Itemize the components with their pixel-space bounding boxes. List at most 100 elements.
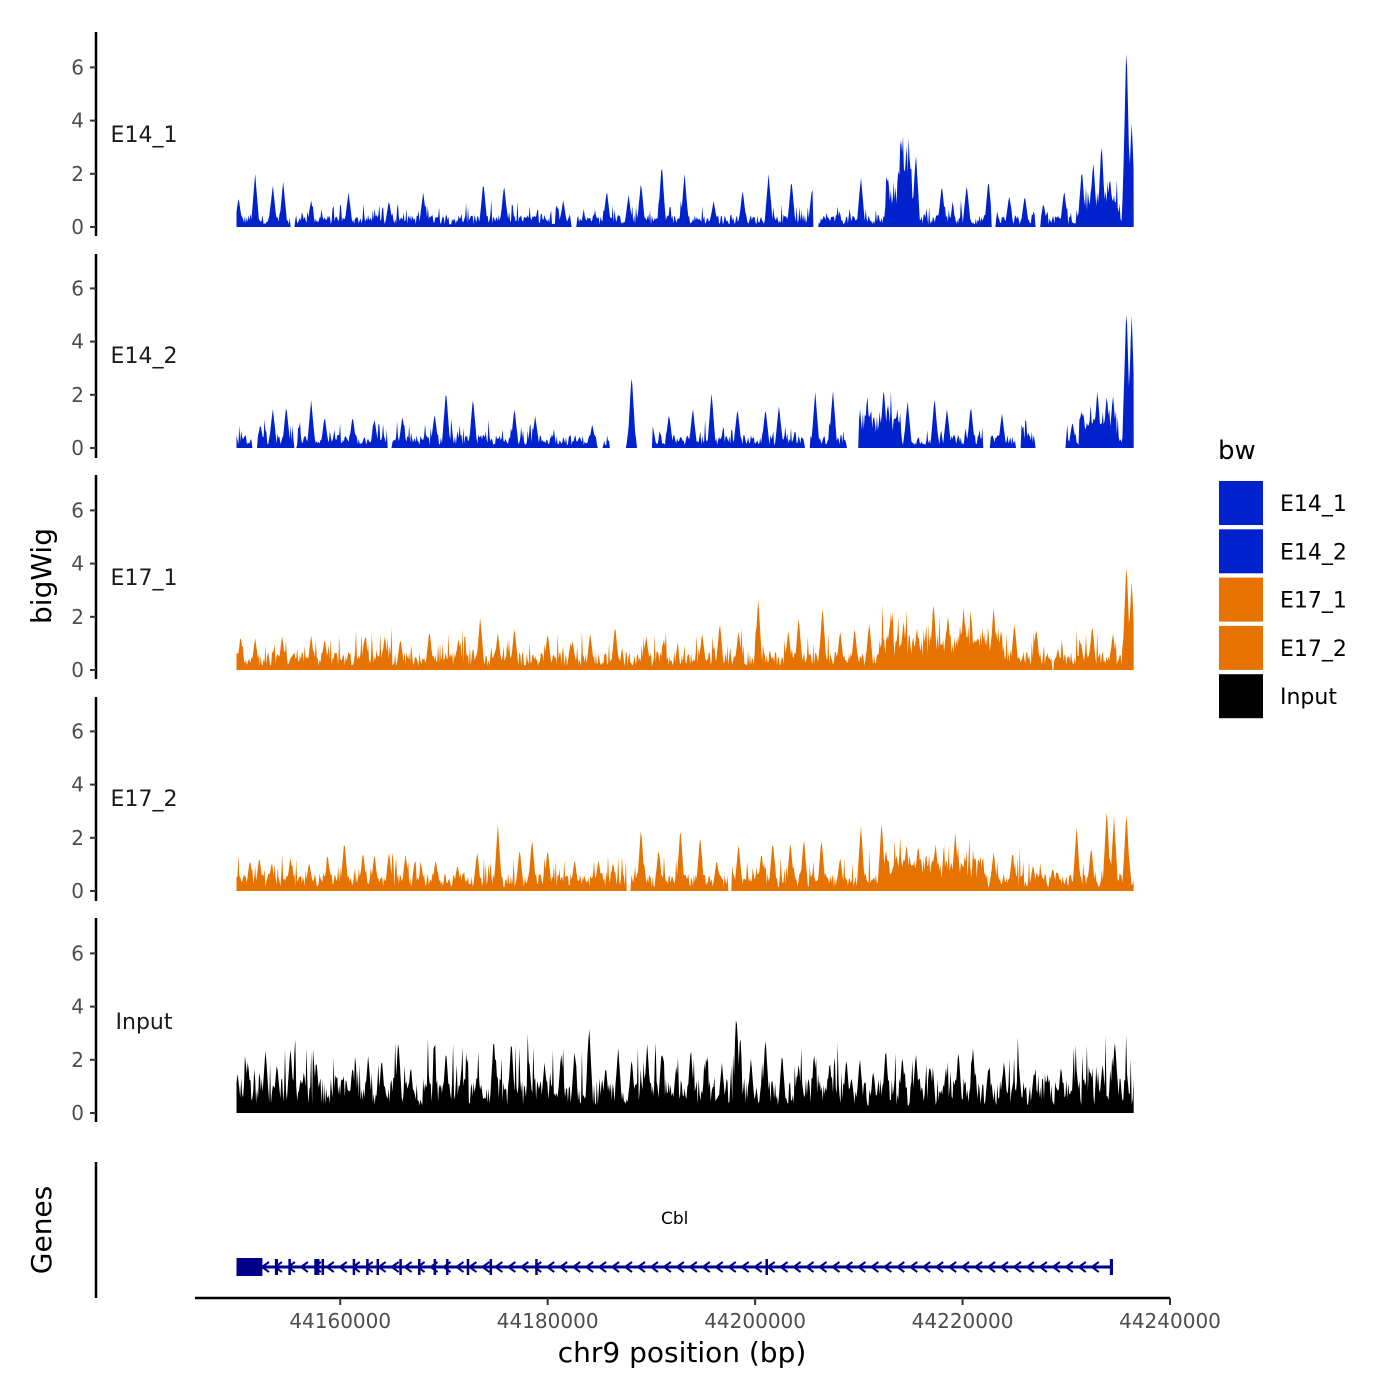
- strand-arrow: [908, 1261, 918, 1273]
- gene-exon: [446, 1259, 449, 1275]
- strand-arrow: [869, 1261, 879, 1273]
- y-tick-label: 2: [71, 383, 84, 407]
- gene-exon: [314, 1259, 320, 1275]
- strand-arrow: [402, 1261, 413, 1273]
- strand-arrow: [960, 1261, 970, 1273]
- strand-arrow: [1077, 1261, 1087, 1273]
- y-tick-label: 0: [71, 1101, 84, 1125]
- signal-area-Input: [236, 1020, 1134, 1113]
- legend-swatch-E17_2: [1219, 625, 1263, 670]
- y-tick-label: 2: [71, 826, 84, 850]
- strand-arrow: [688, 1261, 698, 1273]
- strand-arrow: [649, 1261, 659, 1273]
- strand-arrow: [286, 1261, 296, 1273]
- strand-arrow: [364, 1261, 374, 1273]
- genes-axis-title: Genes: [25, 1186, 58, 1274]
- gene-label: Cbl: [661, 1209, 688, 1229]
- gene-exon: [433, 1259, 437, 1275]
- legend: bw E14_1 E14_2 E17_1 E17_2 Input: [1218, 436, 1347, 719]
- gene-exon: [321, 1259, 325, 1275]
- legend-label-E14_2: E14_2: [1280, 540, 1347, 565]
- strand-arrow: [740, 1261, 750, 1273]
- strand-arrow: [636, 1261, 646, 1273]
- legend-swatch-E14_2: [1219, 529, 1263, 574]
- gene-exon: [466, 1259, 470, 1275]
- strand-arrow: [1064, 1261, 1074, 1273]
- strand-arrow: [662, 1261, 672, 1273]
- strand-arrow: [571, 1261, 581, 1273]
- track-label-Input: Input: [116, 1010, 173, 1035]
- strand-arrow: [480, 1261, 491, 1273]
- x-tick-label: 44240000: [1119, 1309, 1221, 1333]
- strand-arrow: [597, 1261, 607, 1273]
- track-E14_1: 0 2 4 6 E14_1: [71, 32, 1134, 239]
- strand-arrow: [454, 1261, 465, 1273]
- legend-label-E17_2: E17_2: [1280, 637, 1347, 662]
- strand-arrow: [532, 1261, 542, 1273]
- legend-swatch-E14_1: [1219, 481, 1263, 525]
- strand-arrow: [675, 1261, 685, 1273]
- strand-arrow: [325, 1261, 335, 1273]
- track-E17_1: 0 2 4 6 E17_1: [71, 475, 1134, 682]
- x-axis-title: chr9 position (bp): [558, 1336, 807, 1369]
- gene-exon: [418, 1259, 421, 1275]
- strand-arrow: [610, 1261, 620, 1273]
- legend-title: bw: [1218, 436, 1256, 466]
- strand-arrow: [999, 1261, 1009, 1273]
- y-tick-label: 2: [71, 1048, 84, 1072]
- strand-arrow: [1012, 1261, 1022, 1273]
- y-tick-label: 4: [71, 995, 84, 1019]
- strand-arrow: [467, 1261, 478, 1273]
- strand-arrow: [882, 1261, 892, 1273]
- strand-arrow: [752, 1261, 763, 1273]
- legend-label-E17_1: E17_1: [1280, 589, 1347, 614]
- y-tick-label: 2: [71, 162, 84, 186]
- gene-exon: [366, 1259, 369, 1275]
- track-label-E14_2: E14_2: [111, 344, 178, 369]
- y-tick-label: 0: [71, 215, 84, 239]
- gene-exon: [274, 1259, 278, 1275]
- y-tick-label: 6: [71, 276, 84, 300]
- y-tick-label: 4: [71, 330, 84, 354]
- x-axis: 44160000 44180000 44200000 44220000 44240000: [195, 1296, 1221, 1333]
- signal-tracks: 0 2 4 6 E14_1 0 2 4 6 E14_2 0 2 4 6 E17_1 0 2 4 6 E17_2 0 2 4 6…: [71, 32, 1134, 1125]
- y-tick-label: 0: [71, 436, 84, 460]
- track-label-E14_1: E14_1: [111, 123, 178, 148]
- gene-exon: [376, 1259, 380, 1275]
- y-tick-label: 6: [71, 941, 84, 965]
- gene-exon: [1109, 1259, 1113, 1275]
- gene-exon: [765, 1259, 768, 1275]
- strand-arrow: [1051, 1261, 1061, 1273]
- strand-arrow: [921, 1261, 931, 1273]
- track-E17_2: 0 2 4 6 E17_2: [71, 697, 1134, 903]
- strand-arrow: [299, 1261, 309, 1273]
- strand-arrow: [895, 1261, 905, 1273]
- legend-swatch-Input: [1219, 674, 1263, 719]
- y-axis-title: bigWig: [25, 528, 58, 624]
- legend-label-E14_1: E14_1: [1280, 492, 1347, 517]
- strand-arrow: [1025, 1261, 1035, 1273]
- gene-exon: [399, 1259, 402, 1275]
- strand-arrow: [701, 1261, 711, 1273]
- strand-arrow: [506, 1261, 516, 1273]
- strand-arrow: [338, 1261, 348, 1273]
- x-tick-label: 44160000: [289, 1309, 391, 1333]
- signal-area-E14_1: [236, 54, 1134, 227]
- strand-arrow: [817, 1261, 828, 1273]
- track-Input: 0 2 4 6 Input: [71, 918, 1134, 1125]
- strand-arrow: [934, 1261, 944, 1273]
- track-label-E17_1: E17_1: [111, 566, 178, 591]
- y-tick-label: 2: [71, 605, 84, 629]
- y-tick-label: 0: [71, 879, 84, 903]
- x-tick-label: 44220000: [912, 1309, 1014, 1333]
- strand-arrow: [584, 1261, 594, 1273]
- y-tick-label: 6: [71, 55, 84, 79]
- strand-arrow: [947, 1261, 957, 1273]
- signal-area-E14_2: [236, 314, 1134, 448]
- strand-arrow: [856, 1261, 867, 1273]
- track-label-E17_2: E17_2: [111, 787, 178, 812]
- y-tick-label: 6: [71, 719, 84, 743]
- strand-arrow: [545, 1261, 555, 1273]
- y-tick-label: 4: [71, 109, 84, 133]
